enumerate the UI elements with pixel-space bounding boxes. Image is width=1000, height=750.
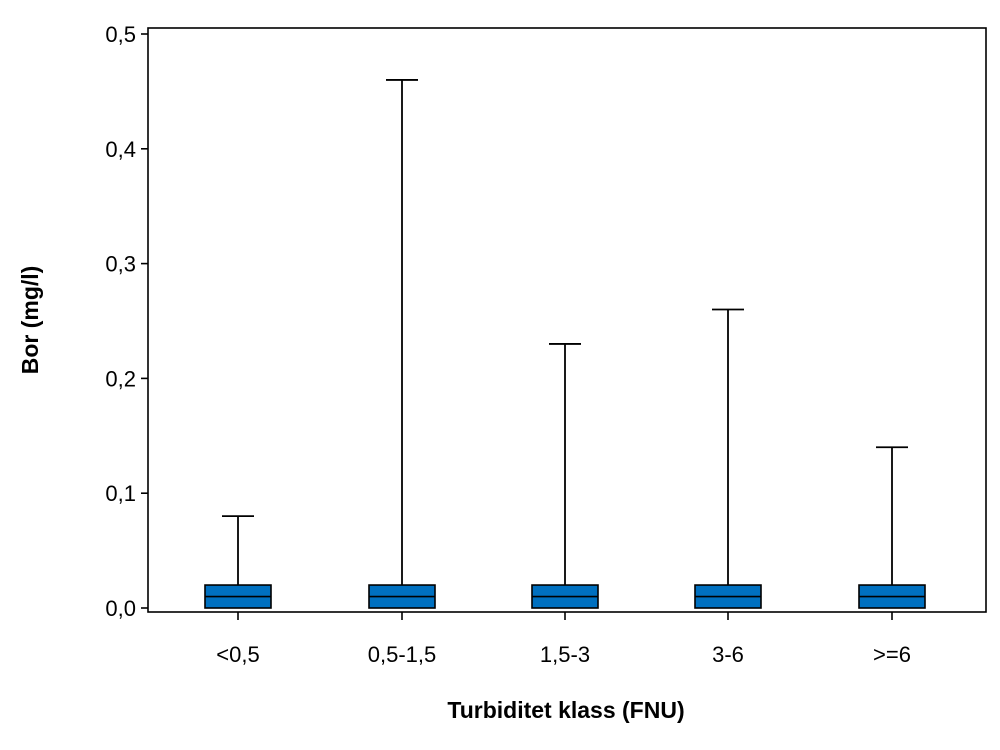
box-series — [204, 79, 926, 609]
y-axis-title: Bor (mg/l) — [17, 266, 43, 375]
plot-area-frame — [147, 27, 987, 613]
x-axis: <0,5 0,5-1,5 1,5-3 3-6 >=6 — [216, 612, 911, 667]
y-axis: 0,0 0,1 0,2 0,3 0,4 0,5 — [105, 22, 148, 621]
box-2 — [368, 79, 436, 609]
x-tick-label: <0,5 — [216, 642, 259, 667]
box-3 — [531, 343, 599, 609]
y-tick-label: 0,4 — [105, 137, 136, 162]
box-4 — [694, 308, 762, 609]
box-1 — [204, 515, 272, 609]
x-tick-label: 3-6 — [712, 642, 744, 667]
y-tick-label: 0,0 — [105, 596, 136, 621]
y-tick-label: 0,3 — [105, 252, 136, 277]
x-axis-title: Turbiditet klass (FNU) — [447, 697, 684, 723]
x-tick-label: 0,5-1,5 — [368, 642, 437, 667]
y-tick-label: 0,1 — [105, 481, 136, 506]
y-tick-label: 0,2 — [105, 366, 136, 391]
box-5 — [858, 446, 926, 609]
y-tick-label: 0,5 — [105, 22, 136, 47]
x-tick-label: 1,5-3 — [540, 642, 590, 667]
x-tick-label: >=6 — [873, 642, 911, 667]
